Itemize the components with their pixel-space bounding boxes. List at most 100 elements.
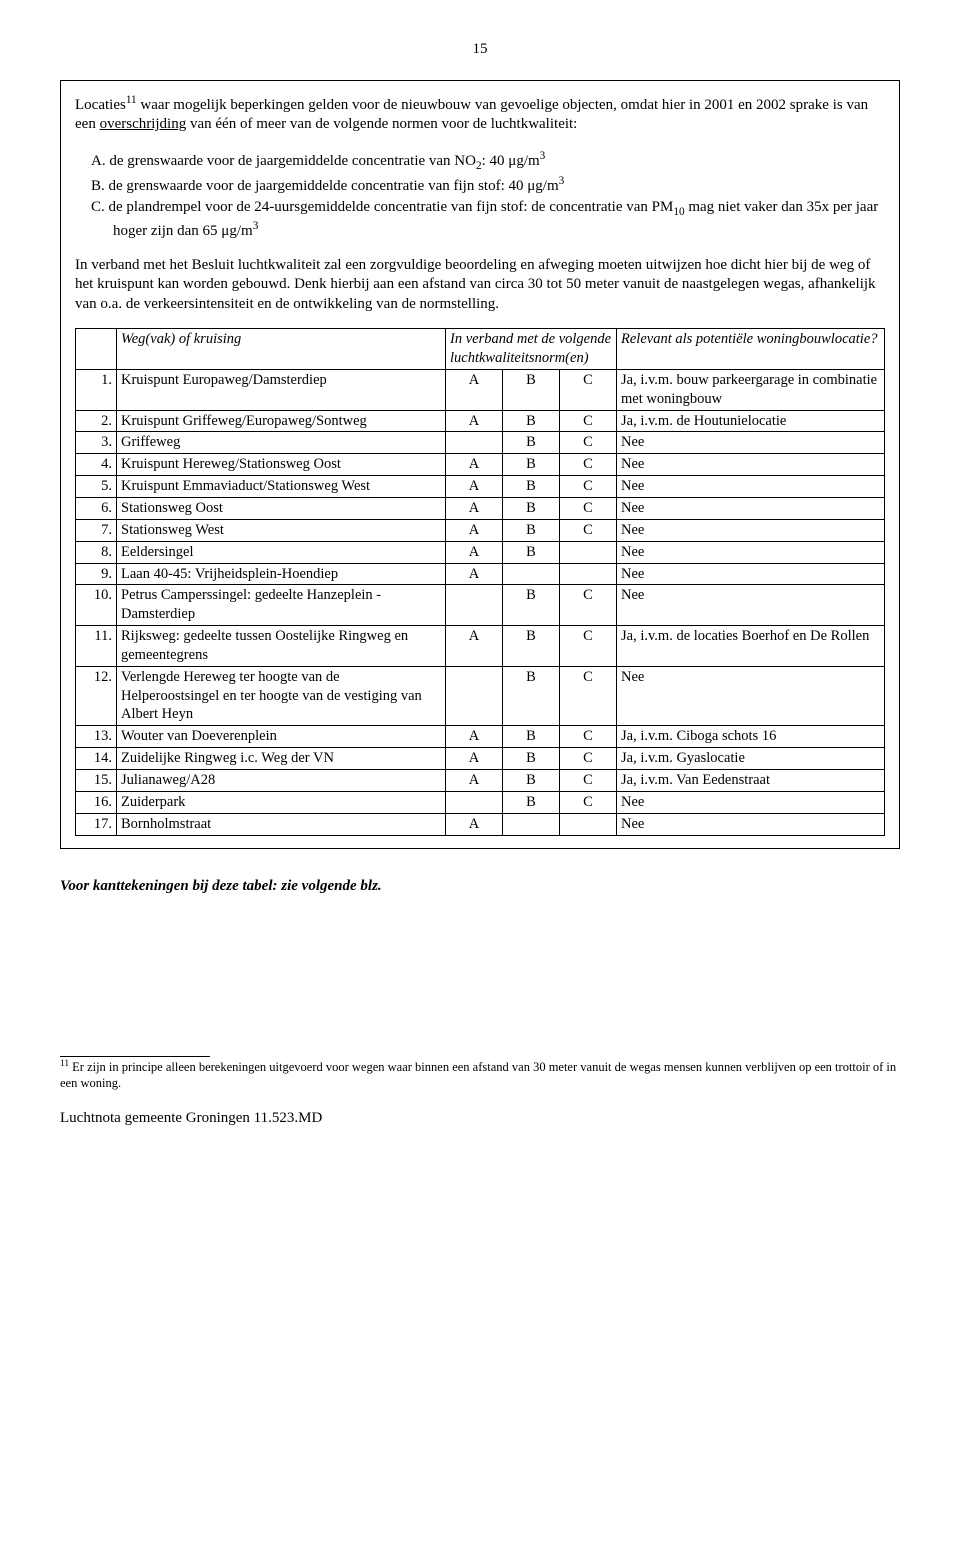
table-cell: Rijksweg: gedeelte tussen Oostelijke Rin… (117, 626, 446, 667)
table-cell: Nee (617, 791, 885, 813)
table-cell: 7. (76, 519, 117, 541)
table-cell: 12. (76, 666, 117, 726)
table-cell: C (560, 626, 617, 667)
table-cell: Wouter van Doeverenplein (117, 726, 446, 748)
footnote-ref-11: 11 (126, 94, 137, 106)
table-cell: 15. (76, 769, 117, 791)
table-row: 3.GriffewegBCNee (76, 432, 885, 454)
table-row: 2.Kruispunt Griffeweg/Europaweg/SontwegA… (76, 410, 885, 432)
header-empty (76, 329, 117, 370)
table-cell: Stationsweg Oost (117, 498, 446, 520)
table-cell: Zuiderpark (117, 791, 446, 813)
table-cell: Ja, i.v.m. Gyaslocatie (617, 748, 885, 770)
table-cell: Laan 40-45: Vrijheidsplein-Hoendiep (117, 563, 446, 585)
table-cell: 6. (76, 498, 117, 520)
table-cell (560, 813, 617, 835)
table-cell: Ja, i.v.m. de locaties Boerhof en De Rol… (617, 626, 885, 667)
table-cell (560, 541, 617, 563)
table-cell: B (503, 626, 560, 667)
table-cell: Nee (617, 666, 885, 726)
table-cell: C (560, 791, 617, 813)
table-cell: Ja, i.v.m. Ciboga schots 16 (617, 726, 885, 748)
table-cell: A (446, 369, 503, 410)
table-row: 14.Zuidelijke Ringweg i.c. Weg der VNABC… (76, 748, 885, 770)
table-cell: B (503, 748, 560, 770)
table-cell: Ja, i.v.m. bouw parkeergarage in combina… (617, 369, 885, 410)
table-row: 12.Verlengde Hereweg ter hoogte van de H… (76, 666, 885, 726)
table-cell: Nee (617, 813, 885, 835)
table-cell: B (503, 454, 560, 476)
footnote-number: 11 (60, 1059, 69, 1069)
table-cell: A (446, 769, 503, 791)
table-cell: 10. (76, 585, 117, 626)
table-cell: 9. (76, 563, 117, 585)
table-row: 11.Rijksweg: gedeelte tussen Oostelijke … (76, 626, 885, 667)
table-row: 16.ZuiderparkBCNee (76, 791, 885, 813)
table-cell: C (560, 432, 617, 454)
table-cell: Nee (617, 454, 885, 476)
table-cell: A (446, 410, 503, 432)
table-row: 15.Julianaweg/A28ABCJa, i.v.m. Van Eeden… (76, 769, 885, 791)
document-footer: Luchtnota gemeente Groningen 11.523.MD (60, 1109, 900, 1129)
table-cell: C (560, 476, 617, 498)
table-cell: C (560, 666, 617, 726)
table-cell: B (503, 432, 560, 454)
table-row: 6.Stationsweg OostABCNee (76, 498, 885, 520)
criteria-list: A. de grenswaarde voor de jaargemiddelde… (75, 149, 885, 242)
table-cell (446, 432, 503, 454)
table-cell: Ja, i.v.m. de Houtunielocatie (617, 410, 885, 432)
table-cell: 5. (76, 476, 117, 498)
table-cell: C (560, 454, 617, 476)
table-cell: Julianaweg/A28 (117, 769, 446, 791)
table-cell (446, 585, 503, 626)
page-number: 15 (60, 40, 900, 60)
table-cell: A (446, 748, 503, 770)
header-norm: In verband met de volgende luchtkwalitei… (446, 329, 617, 370)
table-cell (446, 791, 503, 813)
table-cell: C (560, 410, 617, 432)
table-cell: C (560, 585, 617, 626)
table-cell: Petrus Camperssingel: gedeelte Hanzeplei… (117, 585, 446, 626)
table-cell: 4. (76, 454, 117, 476)
header-relevant: Relevant als potentiële woningbouwlocati… (617, 329, 885, 370)
table-cell: B (503, 726, 560, 748)
table-cell: C (560, 498, 617, 520)
table-cell (503, 563, 560, 585)
footnote-11: 11 Er zijn in principe alleen berekening… (60, 1059, 900, 1091)
table-cell: C (560, 369, 617, 410)
table-cell: 3. (76, 432, 117, 454)
table-cell: 14. (76, 748, 117, 770)
table-cell: Nee (617, 432, 885, 454)
table-header-row: Weg(vak) of kruising In verband met de v… (76, 329, 885, 370)
table-cell: 1. (76, 369, 117, 410)
table-cell: Kruispunt Emmaviaduct/Stationsweg West (117, 476, 446, 498)
table-cell: Nee (617, 476, 885, 498)
table-cell: B (503, 769, 560, 791)
table-cell: B (503, 476, 560, 498)
table-cell: A (446, 541, 503, 563)
table-cell: A (446, 498, 503, 520)
table-cell: Bornholmstraat (117, 813, 446, 835)
table-row: 8.EeldersingelABNee (76, 541, 885, 563)
table-cell: A (446, 476, 503, 498)
table-row: 9.Laan 40-45: Vrijheidsplein-HoendiepANe… (76, 563, 885, 585)
table-row: 7.Stationsweg WestABCNee (76, 519, 885, 541)
table-cell: 8. (76, 541, 117, 563)
table-cell: C (560, 748, 617, 770)
criteria-item: C. de plandrempel voor de 24-uursgemidde… (91, 198, 885, 242)
table-cell: Nee (617, 541, 885, 563)
table-row: 1.Kruispunt Europaweg/DamsterdiepABCJa, … (76, 369, 885, 410)
criteria-item: B. de grenswaarde voor de jaargemiddelde… (91, 174, 885, 197)
table-row: 4.Kruispunt Hereweg/Stationsweg OostABCN… (76, 454, 885, 476)
table-cell: B (503, 498, 560, 520)
intro-paragraph: Locaties11 waar mogelijk beperkingen gel… (75, 93, 885, 135)
table-cell: B (503, 541, 560, 563)
table-cell (503, 813, 560, 835)
table-cell (446, 666, 503, 726)
table-cell (560, 563, 617, 585)
table-cell: 17. (76, 813, 117, 835)
table-cell: C (560, 519, 617, 541)
table-cell: A (446, 626, 503, 667)
table-cell: 2. (76, 410, 117, 432)
table-cell: A (446, 519, 503, 541)
